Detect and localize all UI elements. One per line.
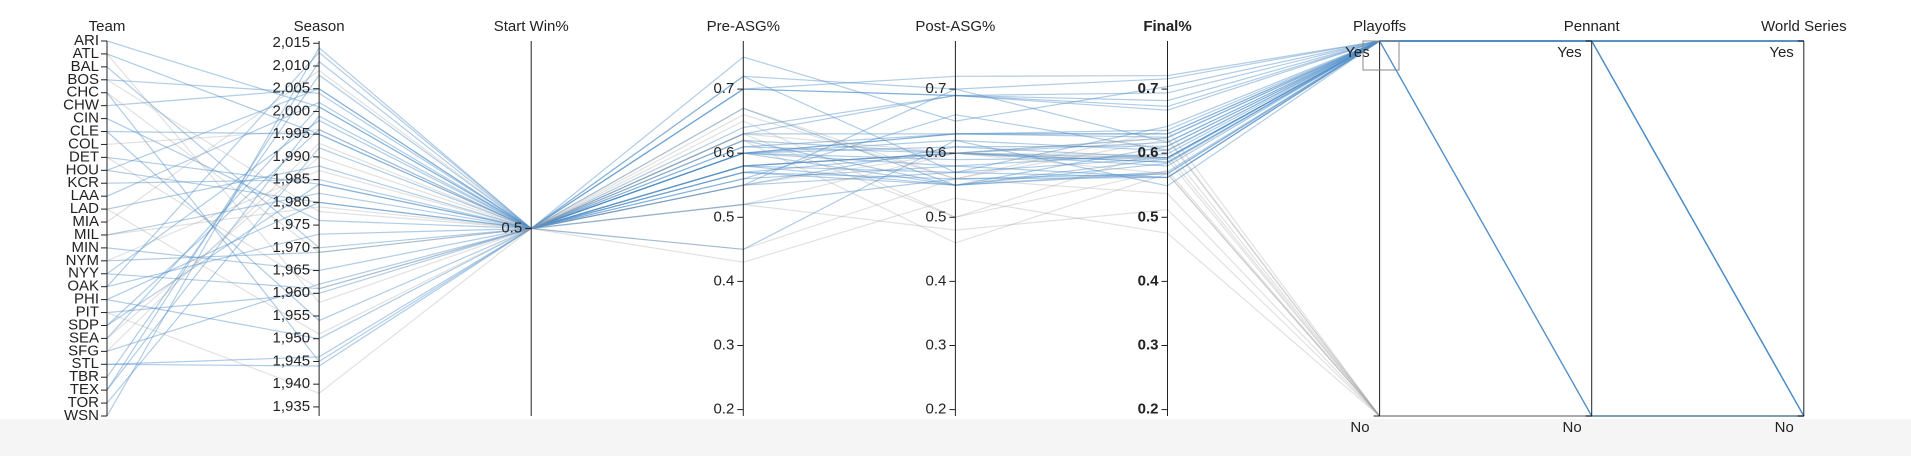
tick-label: Yes: [1557, 44, 1581, 61]
tick-label: 1,940: [273, 375, 311, 392]
tick-label: DET: [69, 148, 99, 165]
tick-label: 1,960: [273, 284, 311, 301]
tick-label: 0.6: [1138, 144, 1159, 161]
tick-label: CHW: [63, 97, 100, 114]
tick-label: LAD: [70, 200, 99, 217]
tick-label: PHI: [74, 291, 99, 308]
axis-title: World Series: [1761, 18, 1847, 35]
tick-label: PIT: [76, 304, 99, 321]
axis-title: Pennant: [1564, 18, 1621, 35]
tick-label: NYY: [68, 265, 99, 282]
tick-label: SFG: [68, 342, 99, 359]
tick-label: 1,955: [273, 307, 311, 324]
tick-label: 0.5: [1138, 208, 1159, 225]
tick-label: HOU: [66, 161, 99, 178]
tick-label: 0.2: [926, 401, 947, 418]
tick-label: Yes: [1769, 44, 1793, 61]
axis-title: Post-ASG%: [915, 18, 995, 35]
tick-label: Yes: [1345, 44, 1369, 61]
tick-label: 0.7: [1138, 80, 1159, 97]
tick-label: KCR: [67, 174, 99, 191]
tick-label: 0.3: [713, 336, 734, 353]
tick-label: 0.4: [713, 272, 734, 289]
tick-label: 1,950: [273, 330, 311, 347]
tick-label: MIN: [72, 239, 100, 256]
footer-band: [0, 419, 1911, 456]
tick-label: 1,995: [273, 125, 311, 142]
tick-label: No: [1563, 419, 1582, 436]
tick-label: No: [1775, 419, 1794, 436]
tick-label: 1,985: [273, 171, 311, 188]
tick-label: OAK: [67, 278, 99, 295]
tick-label: 1,990: [273, 148, 311, 165]
tick-label: CLE: [70, 122, 99, 139]
axes: TeamARIATLBALBOSCHCCHWCINCLECOLDETHOUKCR…: [63, 18, 1846, 436]
tick-label: 0.2: [1138, 401, 1159, 418]
tick-label: MIA: [72, 213, 99, 230]
tick-label: 0.5: [501, 219, 522, 236]
tick-label: 0.6: [926, 144, 947, 161]
tick-label: SDP: [68, 316, 99, 333]
tick-label: 0.5: [926, 208, 947, 225]
tick-label: 2,010: [273, 57, 311, 74]
tick-label: NYM: [66, 252, 99, 269]
tick-label: 2,015: [273, 34, 311, 51]
tick-label: SEA: [69, 329, 99, 346]
brush[interactable]: [1362, 40, 1400, 71]
tick-label: TEX: [70, 381, 99, 398]
tick-label: 1,945: [273, 352, 311, 369]
tick-label: 0.2: [713, 401, 734, 418]
tick-label: ARI: [74, 32, 99, 49]
tick-label: 0.5: [713, 208, 734, 225]
axis-title: Playoffs: [1353, 18, 1406, 35]
tick-label: 0.3: [1138, 336, 1159, 353]
axis-title: Start Win%: [494, 18, 569, 35]
tick-label: ATL: [73, 45, 99, 62]
tick-label: 2,000: [273, 102, 311, 119]
tick-label: COL: [68, 135, 99, 152]
tick-label: 0.7: [926, 80, 947, 97]
tick-label: WSN: [64, 407, 99, 424]
tick-label: 0.6: [713, 144, 734, 161]
tick-label: CIN: [73, 110, 99, 127]
tick-label: 2,005: [273, 80, 311, 97]
tick-label: 0.7: [713, 80, 734, 97]
axis-title: Season: [294, 18, 345, 35]
tick-label: BAL: [71, 58, 99, 75]
tick-label: 1,980: [273, 193, 311, 210]
axis-title: Team: [89, 18, 126, 35]
tick-label: 0.3: [926, 336, 947, 353]
tick-label: MIL: [74, 226, 99, 243]
tick-label: STL: [71, 355, 99, 372]
tick-label: 0.4: [1138, 272, 1160, 289]
tick-label: No: [1350, 419, 1369, 436]
axis-title: Pre-ASG%: [707, 18, 780, 35]
axis-title: Final%: [1143, 18, 1191, 35]
tick-label: CHC: [67, 84, 100, 101]
tick-label: LAA: [71, 187, 99, 204]
tick-label: 1,975: [273, 216, 311, 233]
tick-label: 1,970: [273, 239, 311, 256]
tick-label: 1,935: [273, 398, 311, 415]
tick-label: TOR: [68, 394, 100, 411]
tick-label: BOS: [67, 71, 99, 88]
tick-label: 0.4: [926, 272, 947, 289]
tick-label: TBR: [69, 368, 99, 385]
tick-label: 1,965: [273, 262, 311, 279]
